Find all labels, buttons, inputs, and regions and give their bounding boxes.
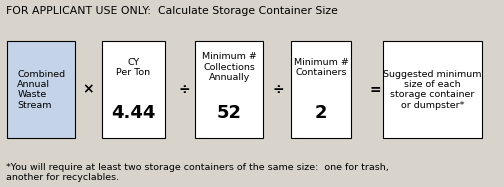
Text: 4.44: 4.44 [111, 104, 156, 122]
Text: CY
Per Ton: CY Per Ton [116, 58, 151, 77]
Text: FOR APPLICANT USE ONLY:  Calculate Storage Container Size: FOR APPLICANT USE ONLY: Calculate Storag… [6, 6, 338, 16]
FancyBboxPatch shape [383, 41, 482, 138]
Text: Minimum #
Containers: Minimum # Containers [294, 58, 348, 77]
FancyBboxPatch shape [291, 41, 351, 138]
FancyBboxPatch shape [102, 41, 165, 138]
Text: ÷: ÷ [178, 83, 190, 97]
Text: Combined
Annual
Waste
Stream: Combined Annual Waste Stream [17, 70, 66, 110]
Text: Minimum #
Collections
Annually: Minimum # Collections Annually [202, 53, 257, 82]
Text: *You will require at least two storage containers of the same size:  one for tra: *You will require at least two storage c… [6, 163, 389, 182]
Text: =: = [369, 83, 382, 97]
Text: Suggested minimum
size of each
storage container
or dumpster*: Suggested minimum size of each storage c… [383, 70, 482, 110]
Text: 52: 52 [217, 104, 242, 122]
Text: ÷: ÷ [273, 83, 285, 97]
Text: ×: × [82, 83, 94, 97]
FancyBboxPatch shape [196, 41, 263, 138]
FancyBboxPatch shape [7, 41, 76, 138]
Text: 2: 2 [315, 104, 327, 122]
